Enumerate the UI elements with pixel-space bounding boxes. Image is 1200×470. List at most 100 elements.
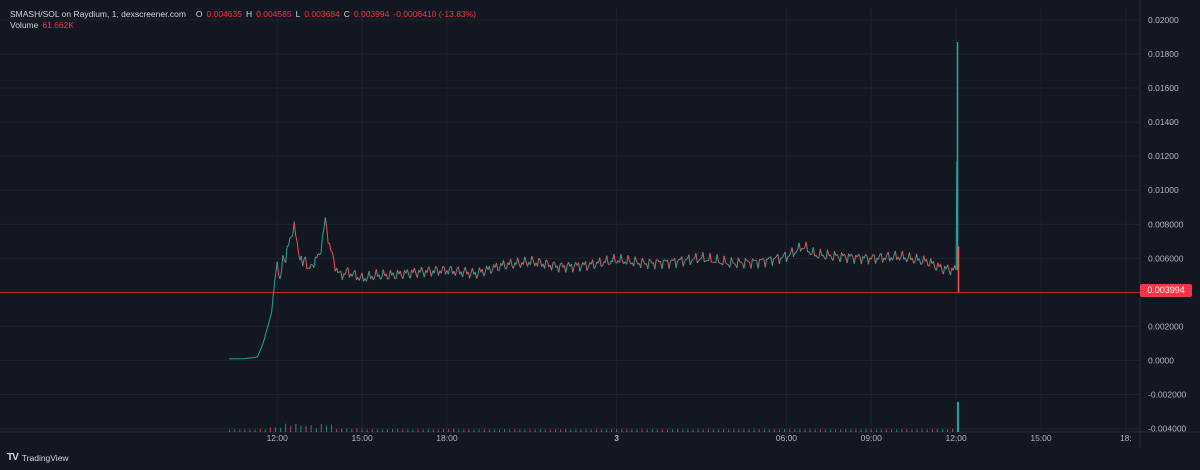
- price-segment: [884, 254, 888, 261]
- price-segment: [663, 259, 666, 261]
- price-segment: [819, 248, 823, 256]
- volume-bar: [402, 429, 404, 432]
- price-segment: [440, 266, 444, 274]
- price-segment: [937, 262, 940, 268]
- price-segment: [266, 322, 270, 329]
- price-segment: [609, 260, 612, 265]
- x-tick-label: 06:00: [776, 433, 798, 443]
- volume-bar: [748, 429, 750, 432]
- symbol-title[interactable]: SMASH/SOL on Raydium, 1, dexscreener.com: [10, 9, 186, 19]
- price-segment: [467, 271, 471, 279]
- volume-bar: [412, 429, 414, 432]
- price-segment: [265, 327, 268, 334]
- price-segment: [505, 262, 509, 270]
- price-segment: [920, 263, 923, 265]
- volume-bar: [661, 429, 663, 432]
- price-segment: [372, 276, 376, 281]
- volume-bar: [453, 429, 455, 432]
- price-segment: [392, 272, 396, 279]
- volume-bar: [682, 429, 684, 432]
- volume-bar: [947, 429, 949, 432]
- open-value: 0.004635: [206, 9, 242, 19]
- volume-bar: [687, 429, 689, 432]
- price-segment: [341, 273, 345, 280]
- price-segment: [654, 259, 657, 270]
- price-segment: [387, 278, 390, 280]
- tradingview-branding[interactable]: TV TradingView: [7, 452, 69, 463]
- price-segment: [368, 270, 372, 279]
- price-segment: [522, 256, 526, 265]
- y-axis: 0.02000 0.01800 0.01600 0.01400 0.01200 0.010…: [1148, 15, 1187, 434]
- price-segment: [483, 272, 486, 277]
- price-segment: [296, 241, 299, 253]
- volume-bar: [325, 425, 327, 432]
- x-tick-label: 12:00: [945, 433, 967, 443]
- price-segment: [532, 260, 536, 267]
- price-segment: [469, 272, 472, 279]
- volume-bar: [784, 429, 786, 432]
- price-segment: [901, 250, 905, 260]
- volume-bar: [768, 429, 770, 432]
- price-segment: [647, 259, 650, 270]
- price-segment: [313, 256, 316, 268]
- price-segment: [261, 343, 264, 348]
- price-segment: [867, 257, 871, 265]
- price-segment: [331, 252, 335, 260]
- price-segment: [326, 227, 329, 244]
- price-segment: [269, 312, 273, 319]
- price-segment: [529, 256, 533, 265]
- volume-bar: [442, 428, 444, 432]
- price-segment: [593, 266, 596, 270]
- price-segment: [892, 255, 895, 261]
- price-segment: [803, 247, 806, 250]
- price-segment: [565, 265, 568, 273]
- price-segment: [633, 256, 636, 267]
- price-segment: [579, 266, 582, 272]
- volume-bar: [458, 429, 460, 432]
- price-segment: [361, 272, 364, 282]
- price-segment: [791, 247, 794, 257]
- price-segment: [851, 253, 854, 258]
- price-segment: [725, 262, 728, 265]
- price-segment: [800, 248, 803, 252]
- price-segment: [832, 250, 835, 261]
- price-segment: [382, 269, 386, 277]
- price-segment: [695, 253, 698, 264]
- volume-value: 61.662K: [42, 20, 75, 30]
- volume-bar: [504, 429, 506, 432]
- price-segment: [538, 257, 541, 261]
- price-segment: [955, 161, 958, 270]
- price-segment: [925, 258, 929, 266]
- volume-bar: [381, 429, 383, 432]
- volume-bar: [320, 424, 322, 432]
- price-segment: [834, 250, 837, 256]
- volume-bar: [672, 429, 674, 432]
- volume-bar: [789, 429, 791, 432]
- price-segment: [875, 257, 878, 264]
- price-segment: [709, 253, 712, 263]
- volume-label[interactable]: Volume: [10, 20, 39, 30]
- volume-bar: [529, 429, 531, 432]
- price-segment: [437, 270, 441, 276]
- price-segment: [894, 251, 898, 260]
- price-segment: [843, 253, 847, 258]
- price-segment: [484, 265, 488, 273]
- close-value: 0.003994: [353, 9, 390, 19]
- price-segment: [808, 251, 811, 255]
- volume-bar: [717, 429, 719, 432]
- volume-bar: [417, 429, 419, 432]
- volume-bar: [249, 429, 251, 432]
- price-segment: [276, 261, 280, 276]
- price-segment: [798, 242, 802, 252]
- price-segment: [681, 256, 684, 267]
- price-segment: [568, 262, 571, 267]
- price-segment: [323, 217, 326, 230]
- price-segment: [863, 254, 867, 259]
- price-segment: [947, 264, 950, 271]
- price-segment: [764, 258, 768, 268]
- price-segment: [273, 272, 277, 284]
- price-segment: [913, 261, 916, 264]
- price-segment: [527, 261, 530, 267]
- volume-bar: [407, 429, 409, 432]
